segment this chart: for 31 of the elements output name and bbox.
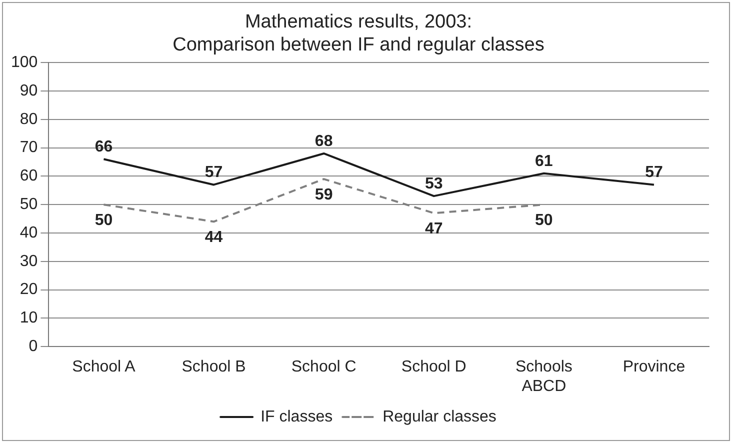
data-label: 47 bbox=[424, 220, 443, 238]
data-label: 61 bbox=[535, 152, 553, 170]
data-label: 66 bbox=[94, 138, 113, 156]
legend-label: Regular classes bbox=[382, 408, 496, 426]
data-label: 50 bbox=[535, 212, 553, 230]
data-label: 44 bbox=[204, 229, 223, 246]
y-tick-label: 60 bbox=[20, 168, 38, 185]
x-tick-label: Province bbox=[622, 358, 686, 376]
y-tick-label: 10 bbox=[20, 310, 38, 327]
y-tick-label: 80 bbox=[20, 110, 38, 128]
x-tick-label: Schools ABCD bbox=[515, 358, 572, 395]
chart-title: Mathematics results, 2003: Comparison between IF and regular classes bbox=[172, 12, 544, 56]
data-label: 68 bbox=[314, 132, 333, 150]
data-label: 53 bbox=[424, 175, 443, 192]
data-label: 50 bbox=[94, 212, 113, 230]
data-label: 59 bbox=[314, 186, 333, 204]
y-tick-label: 0 bbox=[28, 338, 38, 356]
y-tick-label: 90 bbox=[20, 82, 38, 100]
x-tick-label: School B bbox=[182, 358, 246, 376]
x-tick-label: School A bbox=[72, 358, 136, 376]
y-tick-label: 100 bbox=[10, 54, 38, 72]
data-label: 57 bbox=[204, 164, 223, 182]
y-tick-label: 20 bbox=[20, 281, 38, 298]
legend-label: IF classes bbox=[260, 408, 333, 426]
y-tick-label: 70 bbox=[20, 139, 38, 156]
y-tick-label: 50 bbox=[20, 196, 38, 214]
y-tick-label: 30 bbox=[20, 252, 38, 270]
y-tick-label: 40 bbox=[20, 224, 38, 242]
x-tick-label: School D bbox=[401, 358, 466, 376]
data-label: 57 bbox=[645, 164, 663, 182]
x-tick-label: School C bbox=[291, 358, 356, 376]
